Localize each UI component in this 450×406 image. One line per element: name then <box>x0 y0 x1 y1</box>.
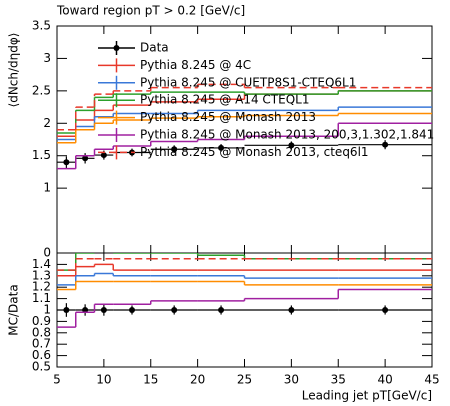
y-tick-label: 1.5 <box>32 148 51 162</box>
plot-area <box>57 83 432 170</box>
y-tick-label: 0 <box>43 246 51 260</box>
x-tick-label: 25 <box>237 373 252 387</box>
data-point <box>63 159 70 166</box>
y-tick-label: 1.3 <box>32 268 51 282</box>
legend-label: Data <box>140 41 169 55</box>
y-axis-label: MC/Data <box>7 284 21 335</box>
legend-label: Pythia 8.245 @ 4C <box>140 58 251 72</box>
x-tick-label: 20 <box>190 373 205 387</box>
y-axis-label: ⟨dNch/dηdφ⟩ <box>7 33 21 108</box>
y-tick-label: 2.5 <box>32 83 51 97</box>
legend-label: Pythia 8.245 @ Monash 2013 <box>140 110 316 124</box>
y-tick-label: 1 <box>43 303 51 317</box>
legend-label: Pythia 8.245 @ A14 CTEQL1 <box>140 93 309 107</box>
data-point <box>382 307 389 313</box>
plot-area <box>57 253 432 328</box>
y-tick-label: 1 <box>43 181 51 195</box>
y-tick-label: 0.9 <box>32 314 51 328</box>
y-tick-label: 0.7 <box>32 337 51 351</box>
y-tick-label: 2 <box>43 116 51 130</box>
x-tick-label: 40 <box>377 373 392 387</box>
data-point <box>218 307 225 313</box>
y-tick-label: 1.2 <box>32 280 51 294</box>
data-point <box>288 142 295 149</box>
legend-label: Pythia 8.245 @ Monash 2013, 200,3,1.302,… <box>140 128 434 142</box>
data-point <box>82 155 89 162</box>
data-point <box>288 307 295 313</box>
data-point <box>129 307 135 313</box>
legend-marker <box>113 45 120 51</box>
x-tick-label: 35 <box>331 373 346 387</box>
chart-title: Toward region pT > 0.2 [GeV/c] <box>56 4 245 18</box>
y-tick-label: 0.5 <box>32 360 51 374</box>
y-tick-label: 1.1 <box>32 291 51 305</box>
x-axis-label: Leading jet pT[GeV/c] <box>302 389 432 403</box>
x-tick-label: 5 <box>53 373 61 387</box>
y-tick-label: 1.4 <box>32 257 51 271</box>
legend-label: Pythia 8.245 @ Monash 2013, cteq6l1 <box>140 145 369 159</box>
y-tick-label: 3 <box>43 51 51 65</box>
x-tick-label: 10 <box>96 373 111 387</box>
data-point <box>63 307 70 313</box>
y-tick-label: 0.8 <box>32 325 51 339</box>
data-point <box>382 141 389 148</box>
y-tick-label: 0.6 <box>32 348 51 362</box>
x-tick-label: 30 <box>284 373 299 387</box>
x-tick-label: 15 <box>143 373 158 387</box>
data-point <box>100 152 107 159</box>
data-point <box>171 307 178 313</box>
data-point <box>218 144 225 151</box>
data-point <box>100 307 107 313</box>
y-tick-label: 3.5 <box>32 19 51 33</box>
data-point <box>82 307 89 313</box>
data-point <box>171 146 178 153</box>
legend-label: Pythia 8.245 @ CUETP8S1-CTEQ6L1 <box>140 75 356 89</box>
x-tick-label: 45 <box>424 373 439 387</box>
